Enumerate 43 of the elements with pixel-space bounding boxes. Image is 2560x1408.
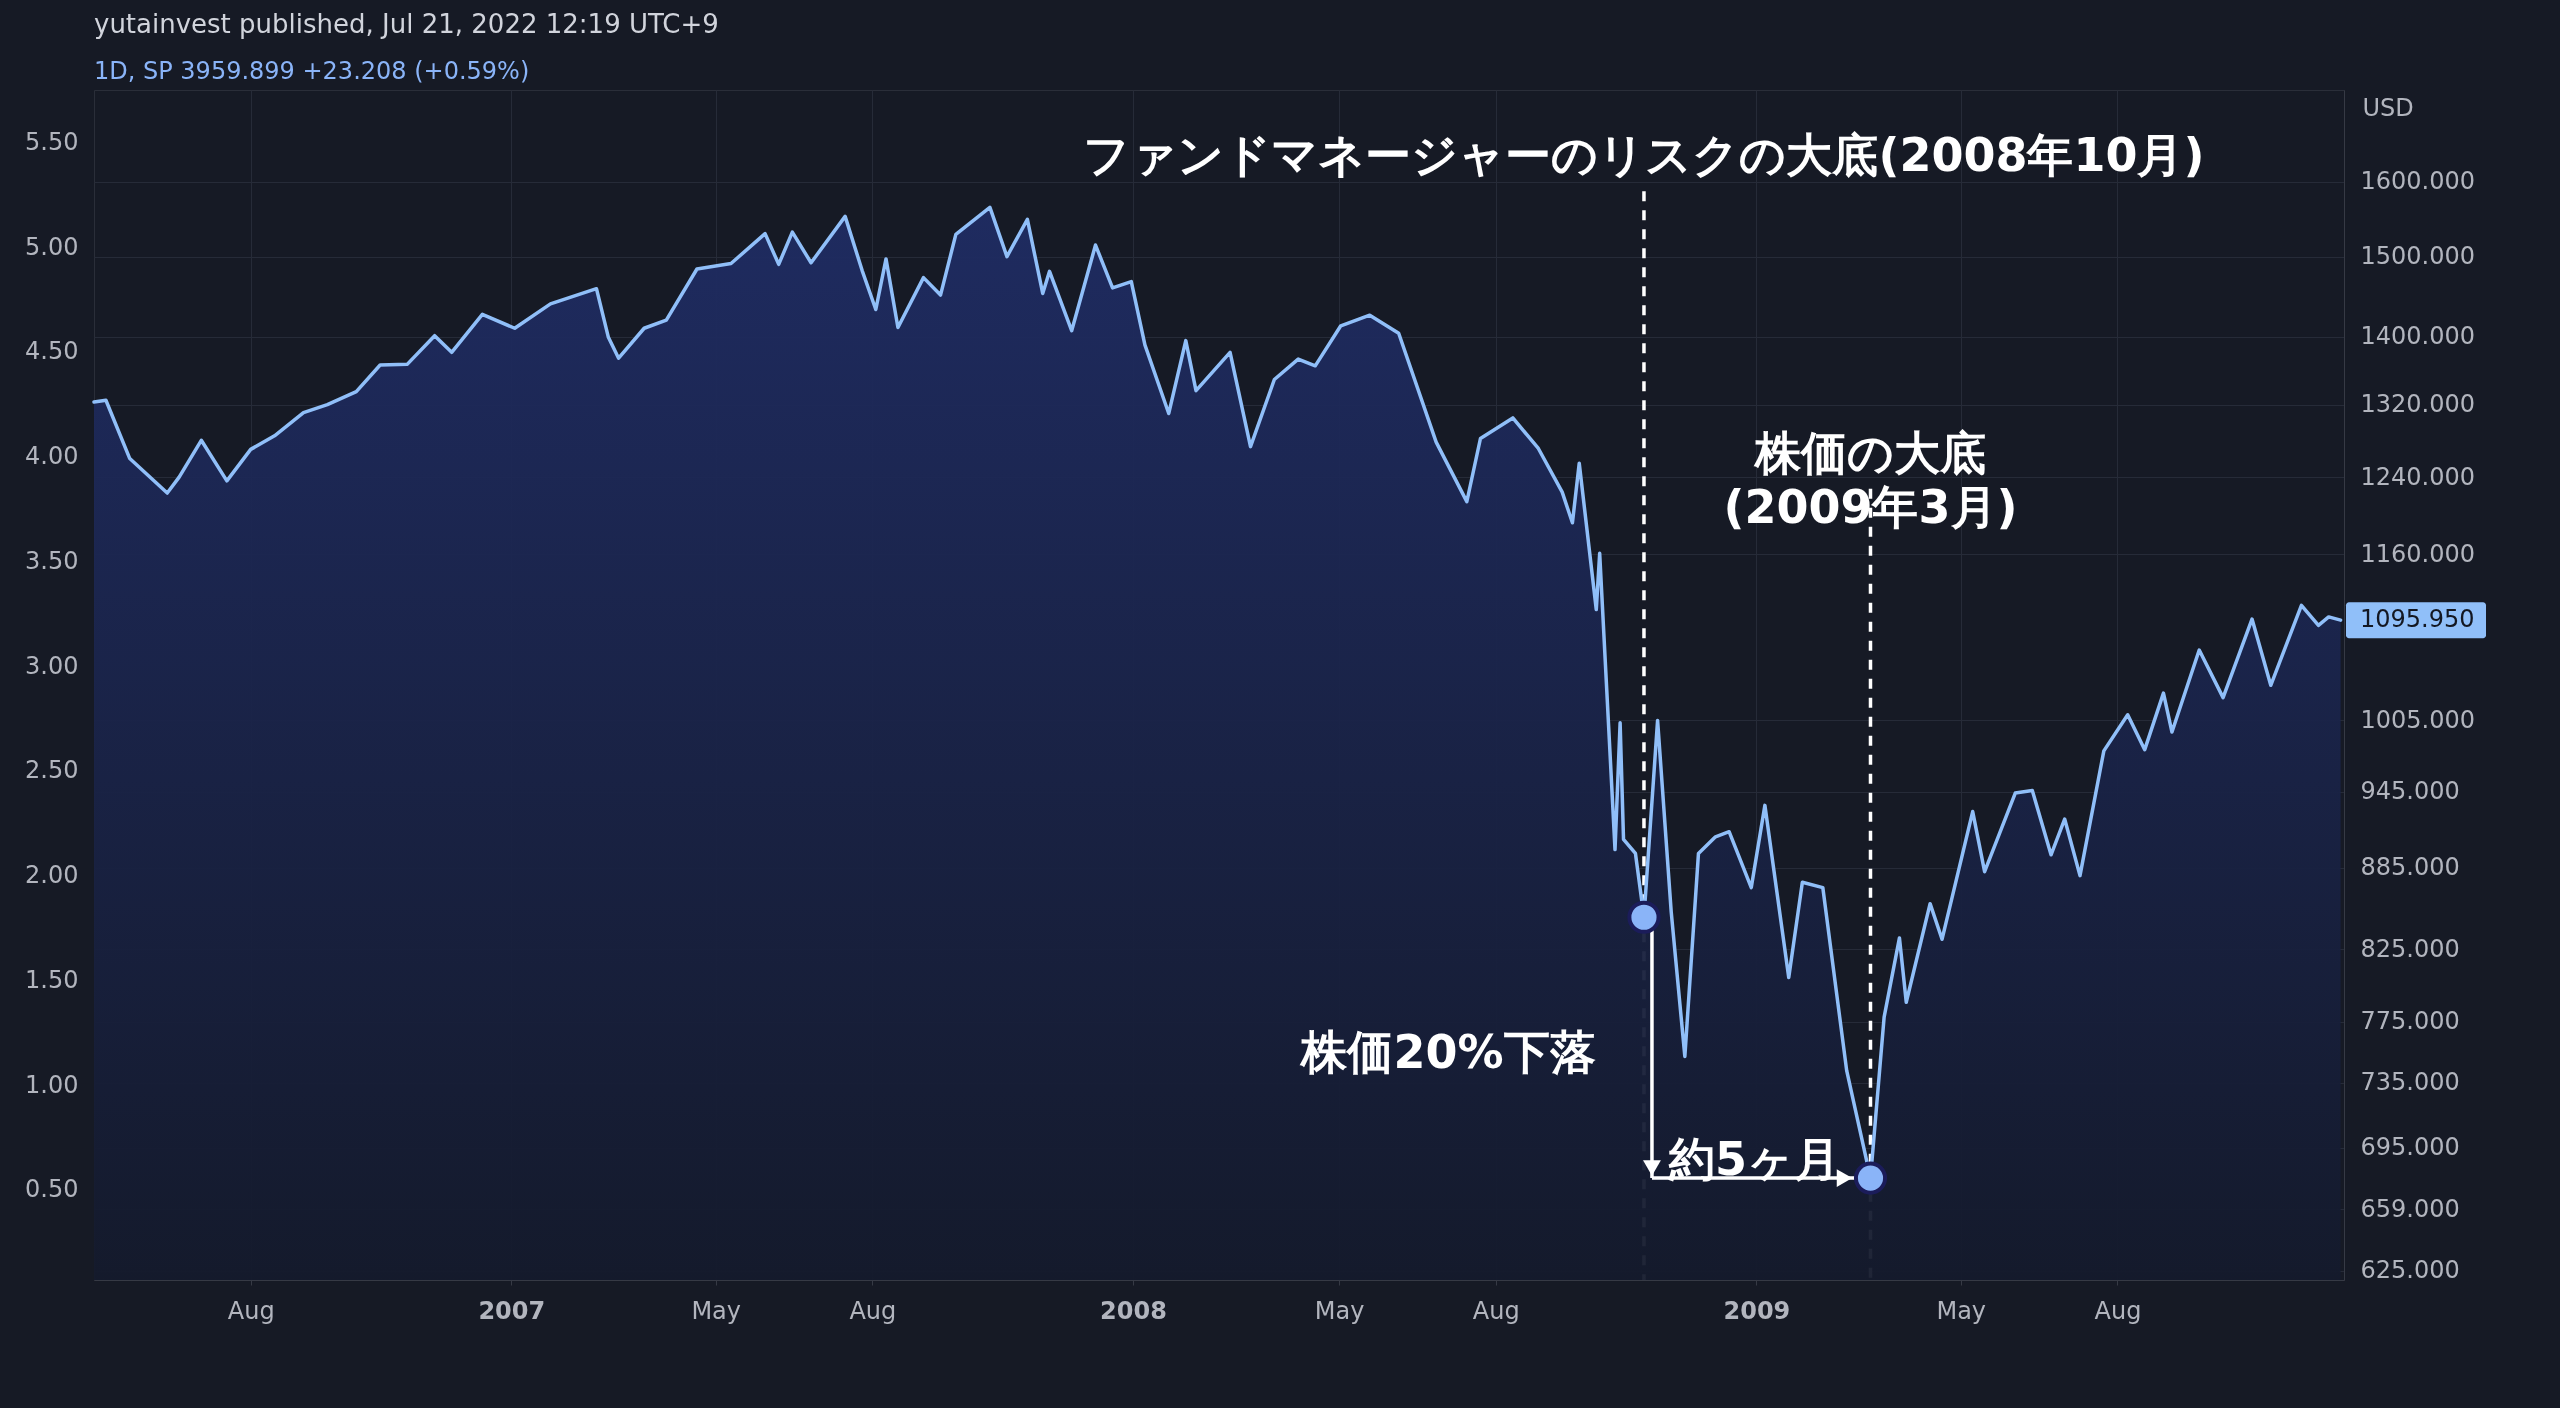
x-tick-label: 2009 (1723, 1296, 1791, 1325)
x-tick-label: May (691, 1296, 741, 1325)
y-tick-label: 4.50 (25, 337, 79, 366)
ref-line-label: 株価の大底 (2009年3月) (1723, 425, 2018, 534)
ref-line-label: ファンドマネージャーのリスクの大底(2008年10月) (1083, 128, 2205, 183)
y-tick-label: 5.00 (25, 232, 79, 261)
y-tick-label: 0.50 (25, 1175, 79, 1204)
y2-tick-label: 625.000 (2360, 1256, 2460, 1285)
annotation: 株価20%下落 (1299, 1024, 1596, 1079)
y2-tick-label: 775.000 (2360, 1007, 2460, 1036)
chart-subtitle: 1D, SP 3959.899 +23.208 (+0.59%) (94, 57, 530, 85)
x-tick-label: Aug (227, 1296, 275, 1325)
y2-tick-label: 695.000 (2360, 1133, 2460, 1162)
y2-tick-label: 1005.000 (2360, 705, 2476, 734)
y-tick-label: 3.00 (25, 651, 79, 680)
y-tick-label: 1.50 (25, 965, 79, 994)
y2-tick-label: 1240.000 (2360, 462, 2476, 491)
y-tick-label: 2.00 (25, 861, 79, 890)
x-tick-label: Aug (1472, 1296, 1520, 1325)
y2-tick-label: 1600.000 (2360, 167, 2476, 196)
x-tick-label: 2007 (478, 1296, 546, 1325)
data-label: 1095.950 (2360, 605, 2475, 634)
x-tick-label: May (1314, 1296, 1365, 1325)
x-tick-label: 2008 (1100, 1296, 1167, 1325)
y-tick-label: 3.50 (25, 546, 79, 575)
y2-tick-label: 1400.000 (2360, 322, 2476, 350)
y2-tick-label: 1500.000 (2360, 242, 2476, 271)
y2-tick-label: 659.000 (2360, 1194, 2460, 1223)
y2-axis-title: USD (2362, 93, 2414, 122)
y2-tick-label: 1160.000 (2360, 539, 2476, 568)
x-tick-label: May (1936, 1296, 1987, 1325)
x-tick-label: Aug (2094, 1296, 2142, 1325)
chart-title: yutainvest published, Jul 21, 2022 12:19 UTC+9 (94, 9, 719, 39)
y-tick-label: 5.50 (25, 127, 79, 156)
y-tick-label: 1.00 (25, 1070, 79, 1099)
y2-tick-label: 735.000 (2360, 1068, 2460, 1097)
x-tick-label: Aug (849, 1296, 897, 1325)
y2-tick-label: 885.000 (2360, 853, 2460, 882)
y-tick-label: 4.00 (25, 442, 79, 471)
y2-tick-label: 945.000 (2360, 777, 2460, 806)
y2-tick-label: 825.000 (2360, 934, 2460, 963)
y-tick-label: 2.50 (25, 756, 79, 785)
y2-tick-label: 1320.000 (2360, 390, 2476, 419)
